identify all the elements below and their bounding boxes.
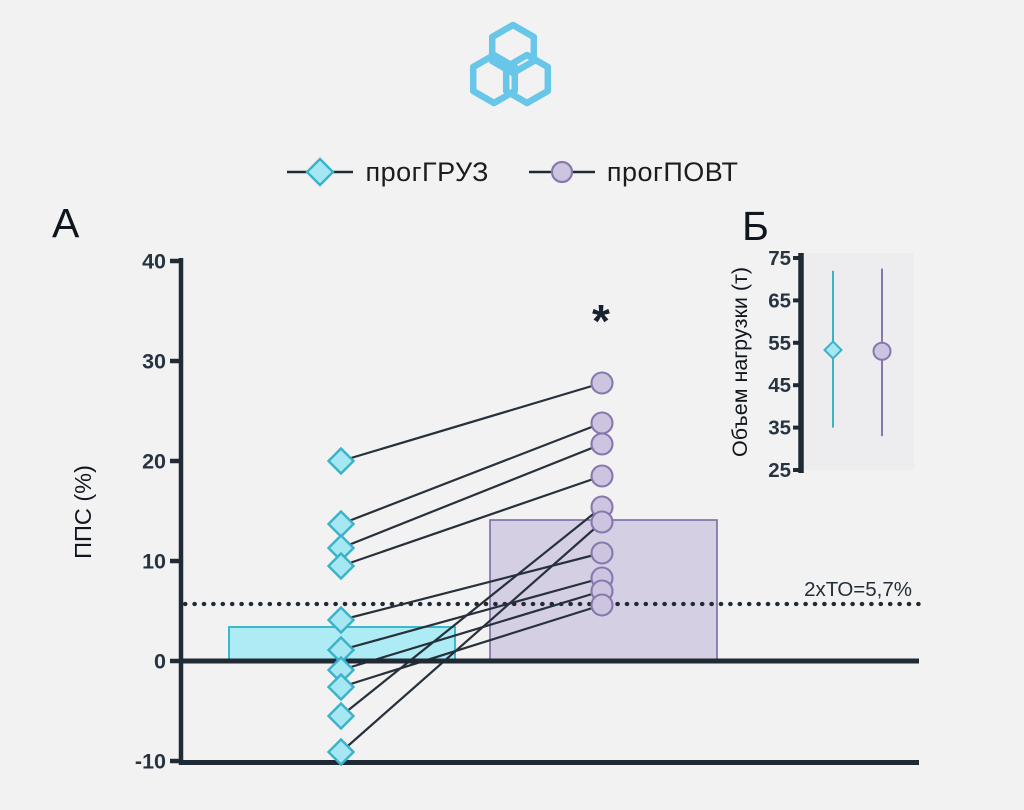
- threshold-label: 2хТО=5,7%: [804, 578, 912, 601]
- panel-a-y-axis-title: ППС (%): [70, 465, 96, 559]
- panel-b-tick-label: 25: [768, 459, 791, 482]
- legend-label-progpovt: прогПОВТ: [606, 156, 739, 187]
- data-point-progpovt: [590, 510, 614, 534]
- data-point-progpovt: [590, 464, 614, 488]
- panel-b-tick-label: 55: [768, 332, 791, 355]
- panel-b-label: Б: [742, 203, 769, 249]
- data-point-proggruz: [326, 605, 356, 635]
- hexagon-left: [469, 51, 519, 107]
- y-axis-tick-label: 0: [154, 650, 166, 674]
- y-axis-tick-label: 10: [142, 550, 166, 574]
- data-point-progpovt: [590, 432, 614, 456]
- panel-b-tick-label: 35: [768, 417, 791, 440]
- pair-connector-lines: [340, 381, 603, 753]
- data-point-progpovt: [590, 371, 614, 395]
- panel-b-axes: [793, 253, 804, 473]
- y-axis-tick-label: 40: [142, 250, 166, 274]
- y-axis-tick-label: 30: [142, 350, 166, 374]
- hex-cluster-logo-icon: [469, 21, 552, 107]
- mean-point-progpovt: [872, 341, 892, 361]
- mean-point-proggruz: [823, 340, 843, 360]
- significance-asterisk: *: [592, 295, 610, 347]
- circle-marker-icon: [528, 160, 595, 184]
- panel-b-tick-label: 65: [768, 289, 791, 312]
- pair-line: [340, 521, 603, 753]
- panel-b-errorbars: [823, 268, 892, 437]
- legend-item-proggruz: прогГРУЗ: [285, 156, 488, 188]
- data-point-proggruz: [326, 737, 356, 767]
- pair-line: [340, 551, 603, 622]
- pair-line: [340, 421, 603, 526]
- data-point-progpovt: [590, 411, 614, 435]
- pair-line: [340, 589, 603, 672]
- pair-line: [340, 381, 603, 463]
- pair-line: [340, 603, 603, 689]
- data-point-proggruz: [326, 701, 356, 731]
- panel-a-label: А: [52, 200, 80, 246]
- panel-b-tick-label: 45: [768, 374, 791, 397]
- pair-line: [340, 474, 603, 568]
- panel-b-tick-label: 75: [768, 247, 791, 270]
- pair-line: [340, 442, 603, 550]
- legend-item-progpovt: прогПОВТ: [527, 156, 739, 188]
- data-point-progpovt: [590, 593, 614, 617]
- pair-line: [340, 506, 603, 717]
- pair-line: [340, 576, 603, 652]
- legend: прогГРУЗ прогПОВТ: [0, 156, 1024, 188]
- panel-b-plot-background: [802, 253, 914, 470]
- data-point-proggruz: [326, 509, 356, 539]
- data-point-progpovt: [590, 541, 614, 565]
- panel-b-tick-labels: 75 65 55 45 35 25: [768, 247, 791, 482]
- legend-label-proggruz: прогГРУЗ: [365, 156, 489, 187]
- y-axis-tick-label: 20: [142, 450, 166, 474]
- panel-a-axes: [170, 258, 919, 765]
- diamond-marker-icon: [287, 157, 354, 187]
- y-axis-tick-label: -10: [135, 750, 166, 774]
- data-point-proggruz: [326, 551, 356, 581]
- panel-b-background: [802, 253, 914, 470]
- data-point-proggruz: [326, 672, 356, 702]
- panel-a-tick-labels: 40 30 20 10 0 -10: [135, 250, 166, 774]
- hexagon-right: [502, 51, 552, 107]
- panel-a-bars: [228, 519, 718, 662]
- data-point-proggruz: [326, 446, 356, 476]
- panel-a-markers: [326, 371, 614, 767]
- panel-b-y-axis-title: Объем нагрузки (т): [728, 267, 752, 457]
